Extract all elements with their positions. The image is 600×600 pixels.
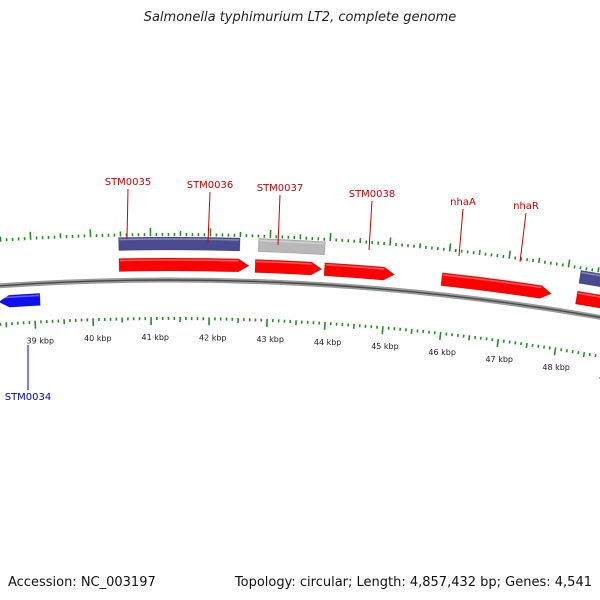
kbp-label: 48 kbp [542, 363, 570, 372]
kbp-label: 47 kbp [485, 355, 513, 364]
gene-leader-stm0038 [368, 200, 373, 251]
inner-tick [582, 351, 586, 358]
track-stm0035-highlight [119, 238, 240, 241]
inner-tick [525, 342, 528, 349]
track-stm0035 [118, 236, 241, 252]
inner-tick [496, 338, 500, 348]
gene-label-stm0034: STM0034 [5, 392, 52, 403]
outer-tick-ring [0, 228, 600, 273]
cds-stm0035 [118, 257, 250, 273]
track-stm0036-highlight [259, 239, 325, 245]
inner-tick [323, 321, 326, 330]
outer-tick [537, 257, 541, 263]
gene-leader-stm0036 [207, 191, 211, 243]
inner-tick [381, 326, 384, 335]
inner-tick [588, 352, 591, 357]
cds-nhaa-highlight [577, 292, 600, 298]
kbp-label: 39 kbp [27, 337, 55, 346]
gene-leader-nhaa [458, 208, 464, 257]
cds-stm0038-highlight [442, 274, 542, 289]
feature-tracks [0, 236, 600, 309]
inner-tick [468, 335, 471, 341]
cds-nhaa [575, 290, 600, 309]
gene-label-nhar: nhaR [513, 201, 539, 212]
outer-tick [448, 243, 452, 252]
track-nhaa-highlight [581, 271, 600, 277]
outer-tick [597, 267, 600, 273]
outer-tick [478, 249, 481, 255]
inner-tick [553, 347, 557, 356]
kbp-label: 42 kbp [199, 333, 227, 342]
genome-backbone [0, 277, 600, 320]
gene-label-stm0038: STM0038 [349, 189, 396, 200]
inner-tick [439, 331, 442, 340]
cds-stm0038 [440, 272, 552, 299]
outer-tick [329, 233, 332, 242]
cds-stm0037-highlight [325, 264, 385, 270]
gene-leader-stm0037 [277, 194, 281, 246]
kbp-label: 41 kbp [142, 333, 170, 342]
cds-stm0034 [0, 293, 41, 308]
outer-tick [508, 250, 511, 259]
inner-tick-ring [0, 316, 597, 358]
cds-stm0034-highlight [0, 294, 39, 299]
gene-label-nhaa: nhaA [450, 197, 476, 208]
cds-stm0036 [254, 259, 323, 276]
map-title: Salmonella typhimurium LT2, complete gen… [143, 10, 457, 25]
track-nhaa [578, 270, 600, 288]
cds-stm0036-highlight [256, 260, 312, 265]
inner-tick [594, 353, 597, 358]
accession-text: Accession: NC_003197 [8, 575, 156, 590]
gene-leader-stm0035 [126, 188, 129, 240]
kbp-label: 40 kbp [84, 334, 112, 343]
gene-leader-nhar [519, 212, 527, 263]
cds-stm0037 [323, 262, 396, 281]
gene-labels: STM0035 STM0036 STM0037 STM0038 nhaA nhaR STM0… [5, 177, 539, 403]
outer-tick [567, 259, 571, 268]
outer-tick [389, 237, 392, 246]
kbp-label: 45 kbp [371, 342, 399, 351]
kbp-label: 43 kbp [256, 335, 284, 344]
genome-summary-text: Topology: circular; Length: 4,857,432 bp… [234, 575, 592, 590]
gene-label-stm0036: STM0036 [187, 180, 234, 191]
gene-label-stm0035: STM0035 [105, 177, 152, 188]
kbp-label: 44 kbp [314, 338, 342, 347]
kbp-label: 46 kbp [428, 348, 456, 357]
backbone-arc-core [0, 279, 600, 319]
track-stm0036 [257, 238, 326, 256]
kbp-scale-labels: 39 kbp 40 kbp 41 kbp 42 kbp 43 kbp 44 kbp 45 k… [27, 333, 600, 382]
cds-stm0035-highlight [119, 259, 239, 262]
gene-label-stm0037: STM0037 [257, 183, 304, 194]
